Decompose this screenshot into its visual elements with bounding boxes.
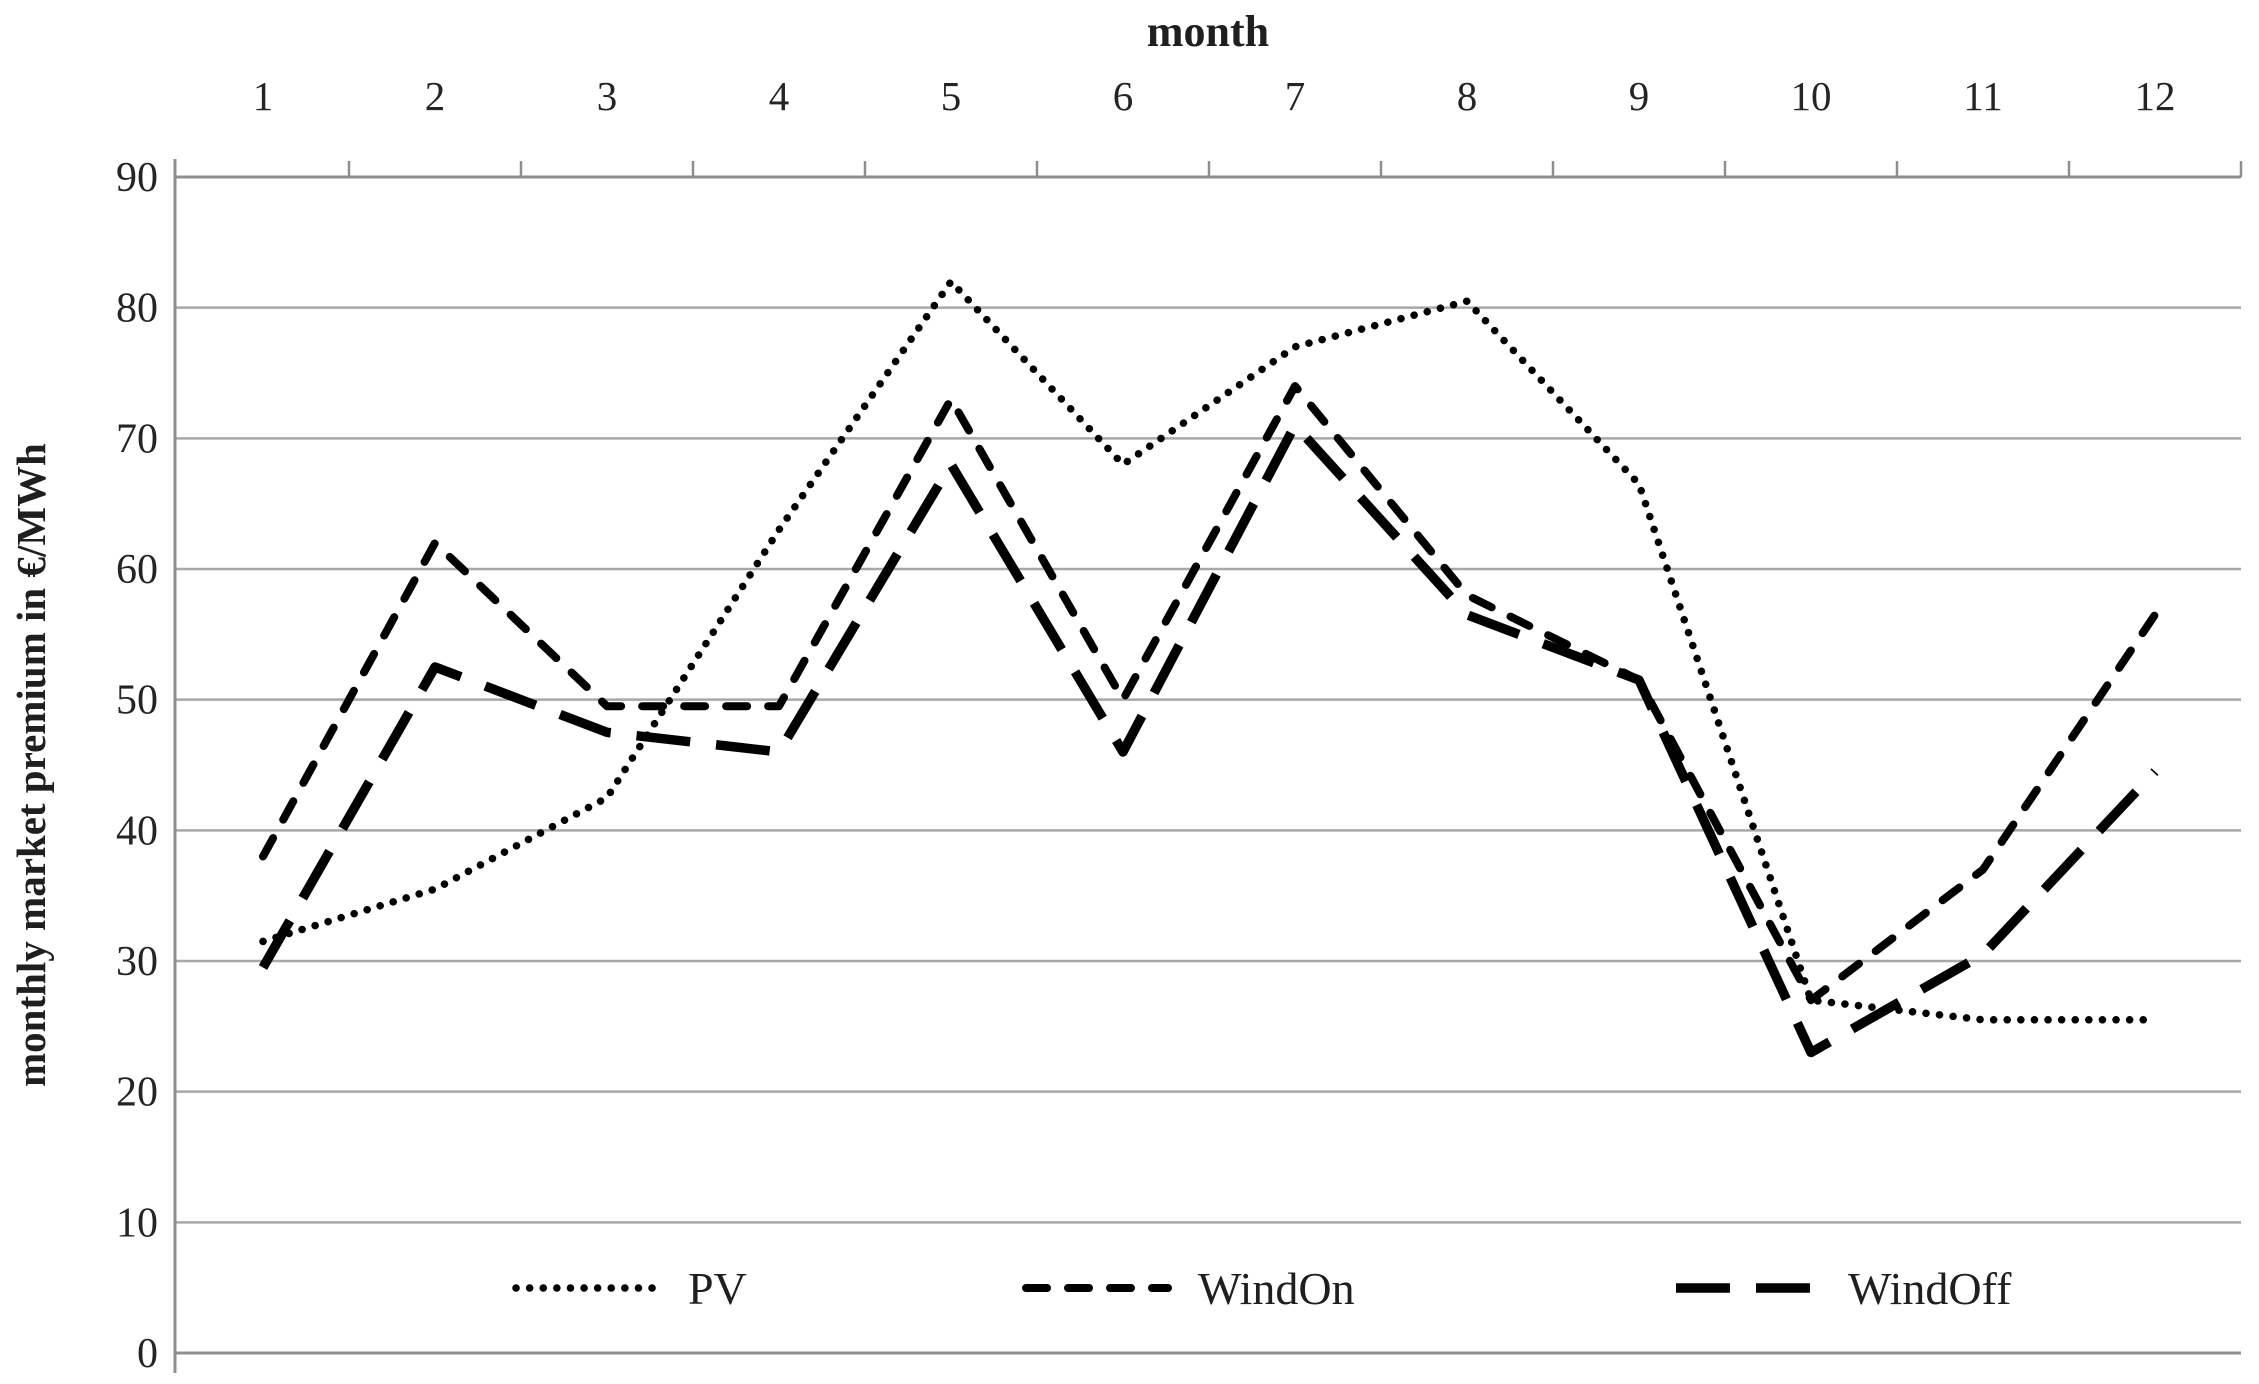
series-line-pv xyxy=(259,277,2159,1024)
legend-item-windoff: WindOff xyxy=(1672,1256,2011,1320)
y-tick-label-40: 40 xyxy=(116,808,158,854)
pv-line-sample xyxy=(512,1284,662,1292)
legend-item-pv: PV xyxy=(512,1256,747,1320)
x-axis-title: month xyxy=(1146,7,1270,56)
y-tick-label-0: 0 xyxy=(137,1331,158,1377)
legend-item-windon: WindOn xyxy=(1022,1256,1355,1320)
x-tick-label-11: 11 xyxy=(1963,73,2002,119)
legend-label-windon: WindOn xyxy=(1198,1262,1355,1314)
y-tick-label-60: 60 xyxy=(116,547,158,593)
x-tick-label-1: 1 xyxy=(253,73,274,119)
x-tick-label-7: 7 xyxy=(1285,73,1306,119)
x-tick-label-9: 9 xyxy=(1629,73,1650,119)
y-tick-label-70: 70 xyxy=(116,416,158,462)
x-tick-label-4: 4 xyxy=(769,73,790,119)
x-tick-label-10: 10 xyxy=(1791,73,1832,119)
x-tick-label-12: 12 xyxy=(2135,73,2176,119)
y-tick-label-50: 50 xyxy=(116,678,158,724)
legend-label-windoff: WindOff xyxy=(1848,1262,2012,1314)
windon-line-sample xyxy=(1022,1284,1172,1292)
y-tick-label-80: 80 xyxy=(116,286,158,332)
x-tick-label-2: 2 xyxy=(425,73,446,119)
y-tick-label-90: 90 xyxy=(116,155,158,201)
legend: PV WindOn WindOff xyxy=(0,1256,2259,1326)
x-tick-label-5: 5 xyxy=(941,73,962,119)
series-line-windoff xyxy=(258,420,2159,1058)
y-tick-label-30: 30 xyxy=(116,939,158,985)
x-tick-label-6: 6 xyxy=(1113,73,1134,119)
y-tick-label-10: 10 xyxy=(116,1200,158,1246)
legend-label-pv: PV xyxy=(688,1262,747,1314)
y-tick-label-20: 20 xyxy=(116,1070,158,1116)
x-tick-label-3: 3 xyxy=(597,73,618,119)
x-tick-label-8: 8 xyxy=(1457,73,1478,119)
series-line-windon xyxy=(259,382,2159,1005)
windoff-line-sample xyxy=(1676,1283,1818,1293)
